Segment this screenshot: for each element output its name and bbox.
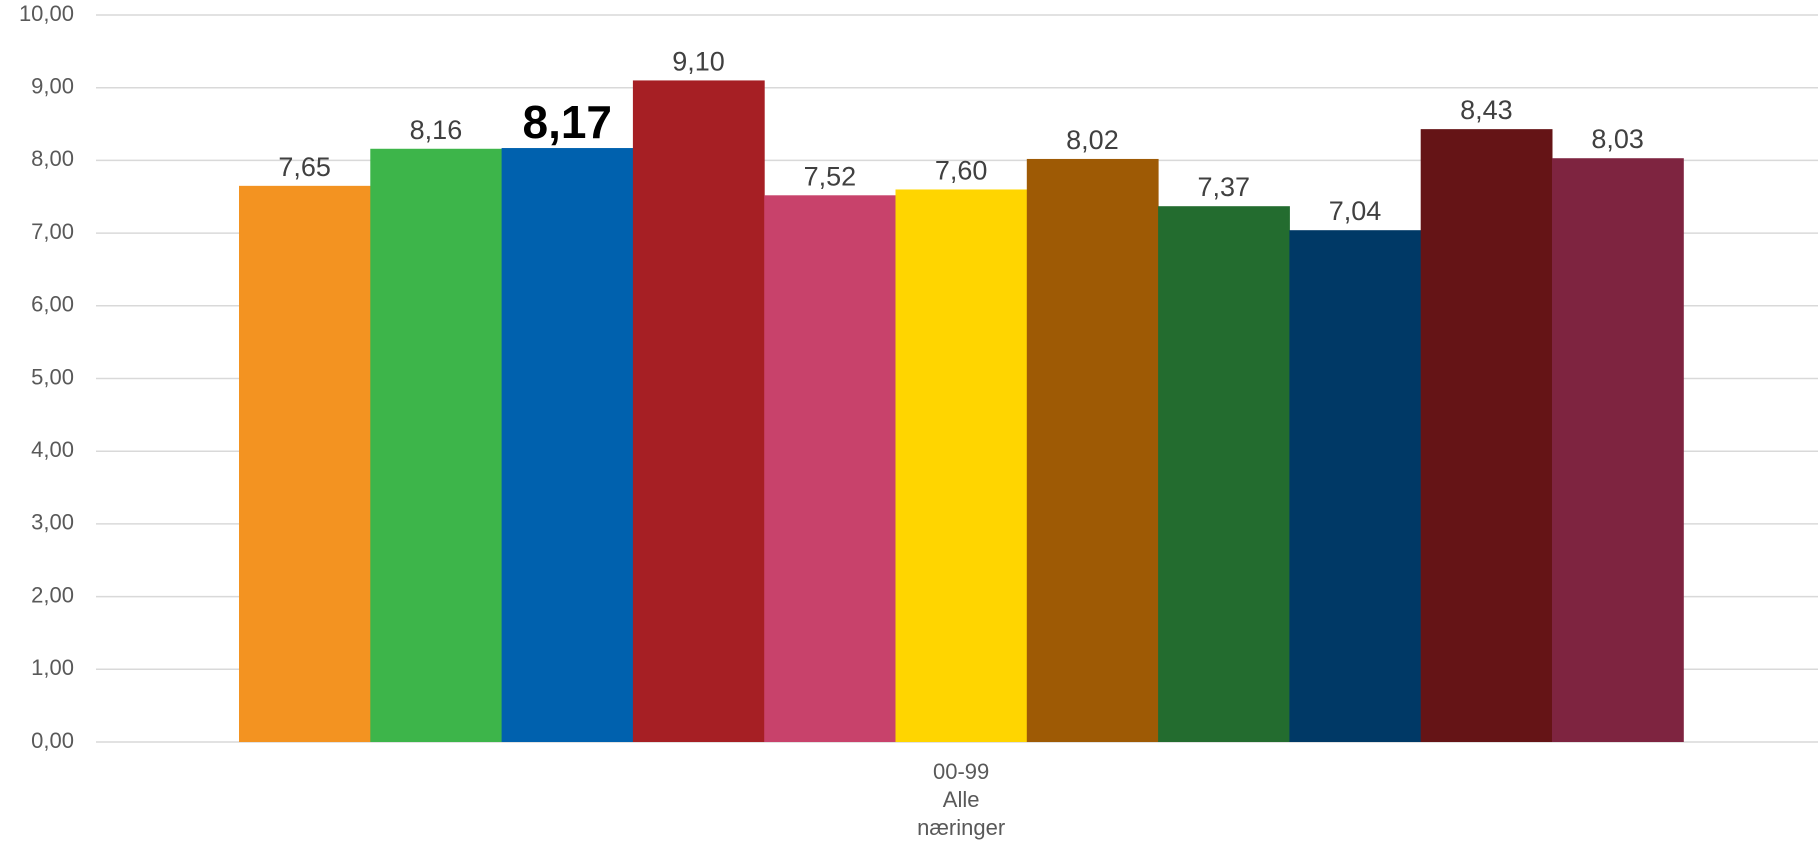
y-tick-label: 2,00: [31, 582, 74, 607]
y-tick-label: 9,00: [31, 74, 74, 99]
y-tick-label: 4,00: [31, 437, 74, 462]
bar-value-label: 8,16: [410, 115, 463, 145]
bar: [1158, 206, 1290, 743]
bar-value-label: 7,65: [278, 152, 331, 182]
bar-value-label: 7,37: [1197, 172, 1250, 202]
y-tick-label: 0,00: [31, 728, 74, 753]
bar: [501, 148, 634, 742]
bar-value-label: 9,10: [672, 46, 725, 76]
y-tick-label: 5,00: [31, 364, 74, 389]
bar-value-label: 8,03: [1591, 124, 1644, 154]
bar: [1552, 158, 1684, 742]
y-tick-label: 6,00: [31, 292, 74, 317]
x-category-label-line: næringer: [917, 815, 1005, 840]
bar: [1026, 158, 1159, 743]
bar-value-label: 8,17: [522, 96, 612, 148]
bar-value-label: 7,60: [935, 155, 988, 185]
y-tick-label: 7,00: [31, 219, 74, 244]
x-category-label-line: 00-99: [933, 759, 989, 784]
bar-value-label: 8,02: [1066, 125, 1119, 155]
bar: [1420, 129, 1553, 742]
bar: [1289, 230, 1422, 742]
x-category-label-line: Alle: [943, 787, 980, 812]
bar-value-label: 8,43: [1460, 95, 1513, 125]
y-tick-label: 8,00: [31, 146, 74, 171]
data-labels: 7,65 8,16 8,17 9,10 7,52 7,60 8,02 7,37 7,04 8,43…: [278, 46, 1644, 226]
bar: [632, 80, 765, 743]
y-tick-label: 1,00: [31, 655, 74, 680]
bar: [764, 195, 896, 742]
x-axis-category-label: 00-99 Alle næringer: [917, 759, 1005, 840]
bar: [895, 189, 1028, 743]
bar: [370, 148, 503, 742]
bar-value-label: 7,04: [1329, 196, 1382, 226]
bars: [239, 80, 1684, 743]
y-tick-label: 10,00: [19, 1, 74, 26]
x-category-label: 00-99 Alle næringer: [917, 759, 1005, 840]
bar-value-label: 7,52: [804, 161, 857, 191]
y-tick-label: 3,00: [31, 510, 74, 535]
bar: [239, 185, 371, 743]
y-axis-tick-labels: 0,00 1,00 2,00 3,00 4,00 5,00 6,00 7,00 8,00 9,00…: [19, 1, 74, 753]
